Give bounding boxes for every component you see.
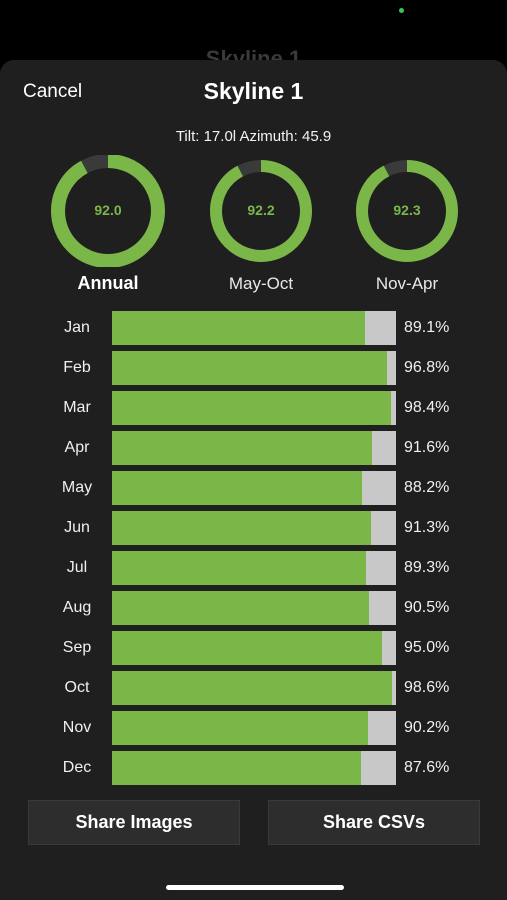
month-label-dec: Dec [62, 759, 92, 776]
month-percent-jun: 91.3% [404, 519, 450, 536]
month-percent-sep: 95.0% [404, 639, 450, 656]
month-bar-apr [112, 431, 396, 465]
month-label-oct: Oct [64, 679, 90, 696]
may-oct-ring-chart [210, 160, 312, 262]
bar-fill [112, 471, 363, 505]
bar-fill [112, 671, 393, 705]
month-label-may: May [61, 479, 93, 496]
bar-fill [112, 551, 366, 585]
nov-apr-ring-value: 92.3 [393, 202, 421, 218]
nov-apr-ring-chart [356, 160, 458, 262]
bar-fill [112, 711, 369, 745]
share-csvs-button[interactable]: Share CSVs [268, 800, 480, 845]
month-label-mar: Mar [63, 399, 91, 416]
home-indicator[interactable] [166, 885, 344, 890]
month-bar-nov [112, 711, 396, 745]
month-bar-sep [112, 631, 396, 665]
month-percent-jul: 89.3% [404, 559, 450, 576]
bar-fill [112, 631, 382, 665]
month-bar-mar [112, 391, 396, 425]
bar-fill [112, 311, 366, 345]
month-percent-may: 88.2% [404, 479, 450, 496]
ring-progress [356, 160, 458, 262]
month-label-sep: Sep [62, 639, 92, 656]
month-bar-jul [112, 551, 396, 585]
month-bar-feb [112, 351, 396, 385]
month-bar-dec [112, 751, 396, 785]
month-label-jan: Jan [64, 319, 90, 336]
annual-ring-value: 92.0 [94, 202, 122, 218]
month-label-jul: Jul [66, 559, 88, 576]
month-percent-apr: 91.6% [404, 439, 450, 456]
bar-fill [112, 351, 387, 385]
share-images-button[interactable]: Share Images [28, 800, 240, 845]
month-bar-jun [112, 511, 396, 545]
bar-fill [112, 511, 372, 545]
month-label-jun: Jun [64, 519, 90, 536]
month-label-aug: Aug [62, 599, 92, 616]
month-label-nov: Nov [62, 719, 92, 736]
month-percent-aug: 90.5% [404, 599, 450, 616]
tilt-azimuth-info: Tilt: 17.0l Azimuth: 45.9 [175, 128, 332, 145]
bar-fill [112, 391, 392, 425]
month-bar-oct [112, 671, 396, 705]
month-label-apr: Apr [64, 439, 90, 456]
status-indicator-dot [399, 8, 404, 13]
month-bar-jan [112, 311, 396, 345]
month-percent-nov: 90.2% [404, 719, 450, 736]
annual-ring-label: Annual [77, 273, 139, 293]
may-oct-ring-value: 92.2 [247, 202, 275, 218]
month-percent-oct: 98.6% [404, 679, 450, 696]
bar-fill [112, 591, 370, 625]
month-percent-mar: 98.4% [404, 399, 450, 416]
nov-apr-ring-label: Nov-Apr [375, 274, 439, 293]
month-percent-dec: 87.6% [404, 759, 450, 776]
month-bar-may [112, 471, 396, 505]
month-percent-feb: 96.8% [404, 359, 450, 376]
bar-fill [112, 751, 361, 785]
month-label-feb: Feb [63, 359, 91, 376]
may-oct-ring-label: May-Oct [228, 274, 294, 293]
page-title: Skyline 1 [203, 78, 304, 104]
ring-progress [210, 160, 312, 262]
cancel-button[interactable]: Cancel [23, 81, 83, 102]
bar-fill [112, 431, 373, 465]
month-bar-aug [112, 591, 396, 625]
month-percent-jan: 89.1% [404, 319, 450, 336]
annual-ring-chart [51, 155, 165, 267]
ring-progress [51, 155, 165, 267]
